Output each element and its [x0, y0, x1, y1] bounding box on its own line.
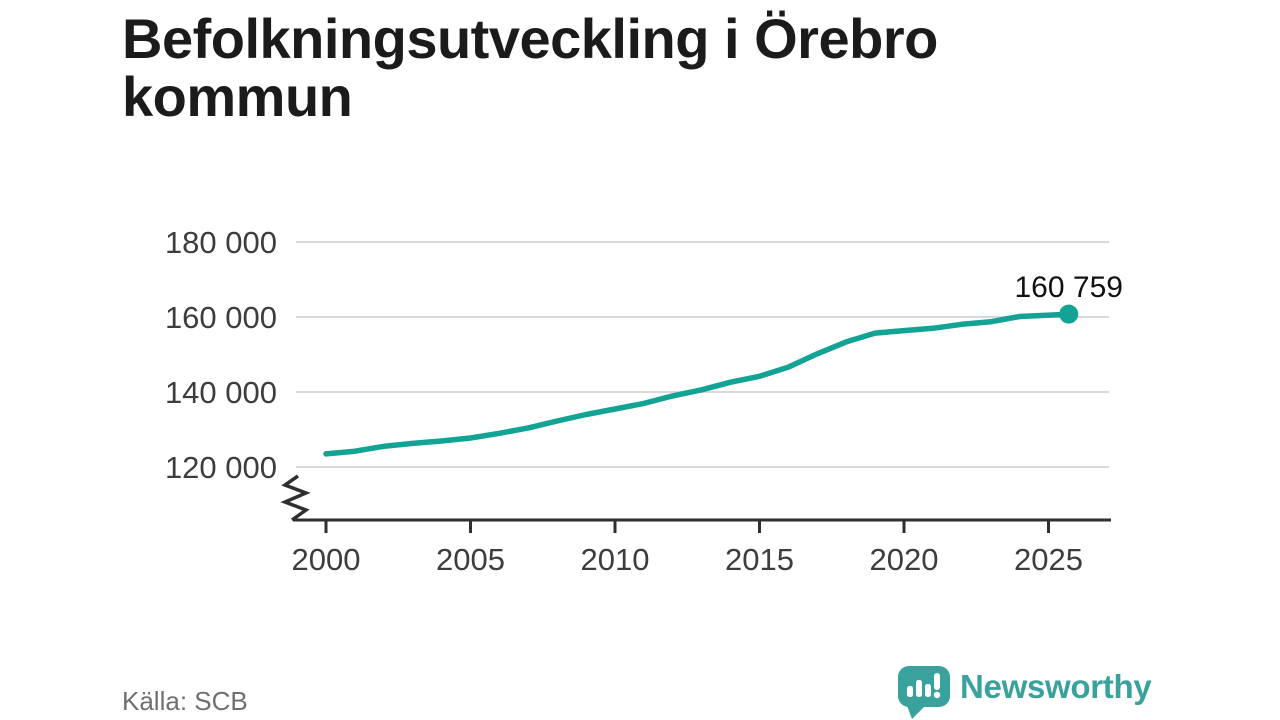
y-axis-tick-label: 140 000	[165, 375, 277, 410]
end-value-label: 160 759	[1015, 271, 1123, 304]
population-line-series	[323, 311, 1072, 457]
brand-lockup: Newsworthy	[896, 662, 1152, 720]
end-point-marker	[1059, 304, 1079, 324]
x-axis-tick-label: 2000	[292, 542, 361, 577]
x-axis-tick-label: 2015	[725, 542, 794, 577]
x-axis-tick-label: 2005	[436, 542, 505, 577]
y-axis-tick-label: 160 000	[165, 300, 277, 335]
y-axis-tick-label: 120 000	[165, 450, 277, 485]
y-axis-tick-label: 180 000	[165, 225, 277, 260]
x-axis-tick-label: 2020	[870, 542, 939, 577]
x-axis-tick-label: 2010	[581, 542, 650, 577]
x-axis-tick-label: 2025	[1014, 542, 1083, 577]
source-note: Källa: SCB	[122, 686, 248, 716]
bar-chart-speech-bubble-icon	[898, 666, 950, 719]
brand-name: Newsworthy	[960, 668, 1152, 705]
axis-break-icon	[280, 474, 311, 522]
chart-title: Befolkningsutveckling i Örebro kommun	[122, 7, 938, 129]
